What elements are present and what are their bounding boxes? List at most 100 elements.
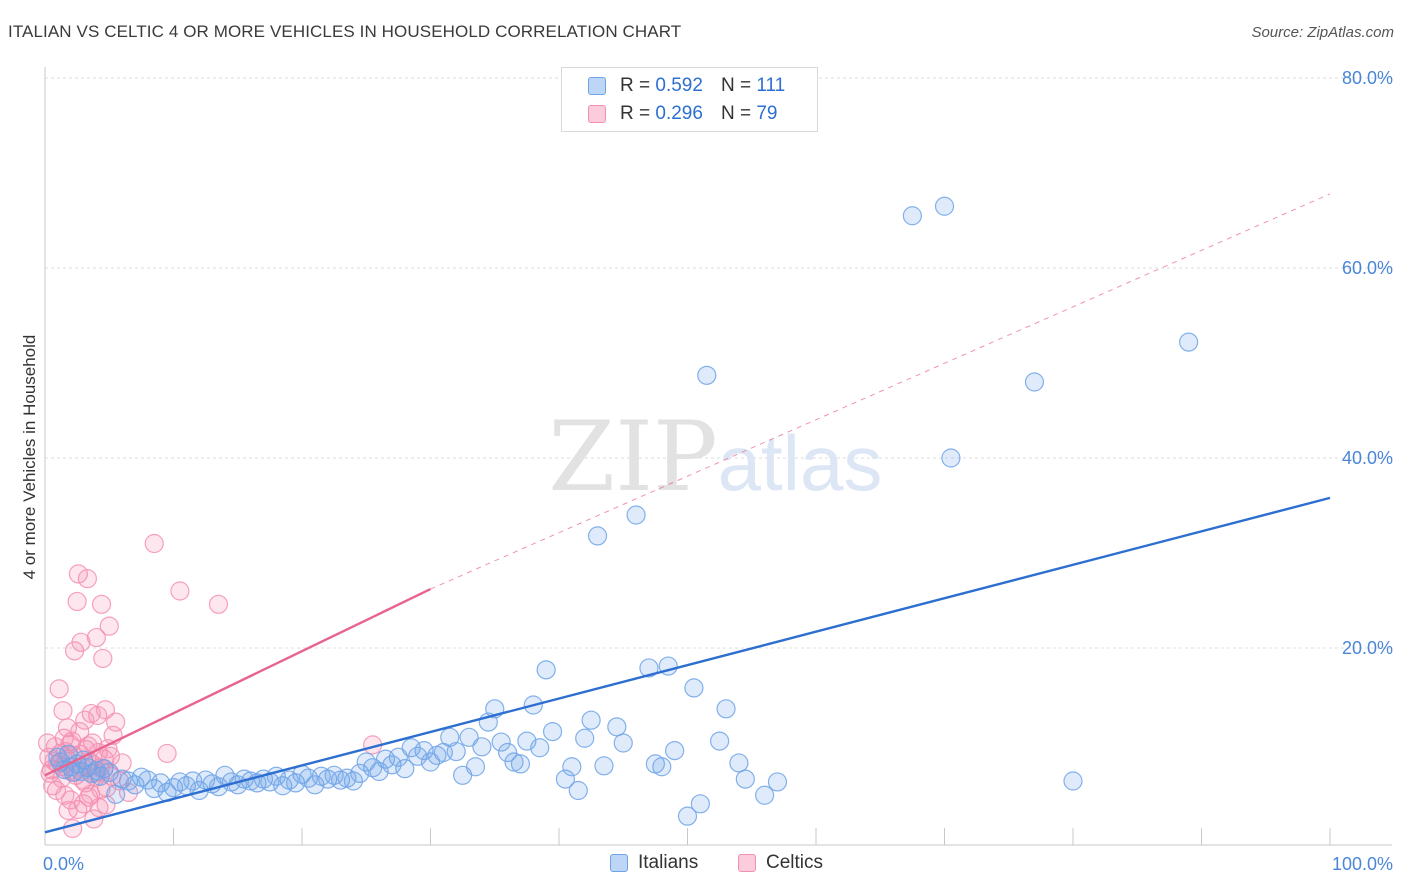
y-tick-label: 40.0% <box>1342 448 1393 468</box>
data-point <box>68 564 89 584</box>
data-point <box>86 627 107 648</box>
data-point <box>542 721 563 742</box>
data-point <box>1024 372 1045 392</box>
data-point <box>626 505 646 525</box>
data-point <box>530 738 550 758</box>
data-point <box>587 526 608 546</box>
data-point <box>594 756 614 776</box>
legend-row-celtics: R = 0.296 N = 79 <box>588 103 777 125</box>
legend-swatch-celtics <box>738 854 756 872</box>
data-point <box>536 660 556 680</box>
legend-item-italians[interactable]: Italians <box>610 852 698 874</box>
data-point <box>710 731 730 751</box>
data-point <box>157 743 177 764</box>
trend-lines <box>44 193 1331 834</box>
y-tick-label: 20.0% <box>1342 638 1393 658</box>
data-point <box>57 718 78 738</box>
n-value: 111 <box>756 75 786 96</box>
data-point <box>99 616 119 636</box>
data-point <box>472 737 492 757</box>
data-point <box>510 754 531 774</box>
data-point <box>652 757 672 777</box>
data-point <box>95 700 115 720</box>
r-value: 0.592 <box>655 75 703 96</box>
x-tick-label-max: 100.0% <box>1332 854 1393 874</box>
data-point <box>1179 332 1199 352</box>
axes <box>44 67 1392 846</box>
data-point <box>91 594 112 614</box>
legend-label-italians: Italians <box>638 852 699 873</box>
data-point <box>125 775 145 795</box>
data-point <box>690 794 710 814</box>
series-legend: Italians Celtics <box>0 852 1406 878</box>
r-label: R = <box>620 75 651 96</box>
data-point <box>77 569 98 589</box>
data-point <box>395 759 415 779</box>
data-point <box>170 581 190 601</box>
data-point <box>53 701 73 721</box>
data-point <box>716 699 736 719</box>
data-point <box>677 806 698 826</box>
data-point <box>491 732 511 752</box>
data-point <box>555 769 576 789</box>
data-point <box>93 648 113 669</box>
data-point <box>68 799 88 820</box>
data-point <box>343 771 363 791</box>
data-point <box>459 727 479 747</box>
stats-legend: R = 0.592 N = 111 R = 0.296 N = 79 <box>561 67 818 132</box>
y-tick-label: 60.0% <box>1342 258 1393 278</box>
data-point <box>96 795 116 815</box>
data-point <box>754 785 775 805</box>
tick-labels: 20.0% 40.0% 60.0% 80.0% 0.0% 100.0% <box>43 68 1393 874</box>
data-point <box>934 196 955 216</box>
r-label: R = <box>620 103 651 124</box>
data-point <box>735 769 755 789</box>
trend-line-italians <box>44 496 1331 834</box>
data-point <box>465 757 486 777</box>
data-point <box>388 747 408 767</box>
data-point <box>568 780 588 801</box>
data-point <box>55 785 75 805</box>
data-point <box>613 733 633 753</box>
data-point <box>37 733 58 753</box>
data-point <box>767 772 788 792</box>
y-tick-label: 80.0% <box>1342 68 1393 88</box>
data-point <box>581 710 601 730</box>
data-point <box>144 533 164 554</box>
n-label: N = <box>720 103 752 124</box>
data-points <box>37 196 1199 839</box>
n-label: N = <box>720 75 752 96</box>
watermark-zip: ZIP <box>548 401 717 513</box>
data-point <box>575 728 595 748</box>
legend-item-celtics[interactable]: Celtics <box>738 852 823 874</box>
data-point <box>941 448 961 468</box>
x-tick-label-min: 0.0% <box>43 854 84 874</box>
data-point <box>562 757 582 777</box>
legend-row-italians: R = 0.592 N = 111 <box>588 75 785 97</box>
watermark: ZIP atlas <box>548 401 882 513</box>
data-point <box>607 717 627 737</box>
data-point <box>902 206 922 226</box>
data-point <box>382 755 402 775</box>
data-point <box>208 594 229 614</box>
data-point <box>684 678 704 698</box>
data-point <box>63 818 83 839</box>
r-value: 0.296 <box>655 103 703 124</box>
data-point <box>91 779 111 800</box>
series-italians <box>48 196 1199 826</box>
source-label: Source: ZipAtlas.com <box>1251 24 1394 41</box>
data-point <box>665 740 685 761</box>
data-point <box>67 591 87 612</box>
data-point <box>71 632 91 652</box>
data-point <box>49 679 69 699</box>
data-point <box>446 741 466 762</box>
chart-title: ITALIAN VS CELTIC 4 OR MORE VEHICLES IN … <box>8 22 682 41</box>
data-point <box>414 740 434 761</box>
data-point <box>440 727 460 747</box>
watermark-atlas: atlas <box>718 419 883 507</box>
trend-line-celtics <box>44 588 432 777</box>
data-point <box>100 746 121 766</box>
data-point <box>498 742 518 763</box>
data-point <box>79 787 99 807</box>
